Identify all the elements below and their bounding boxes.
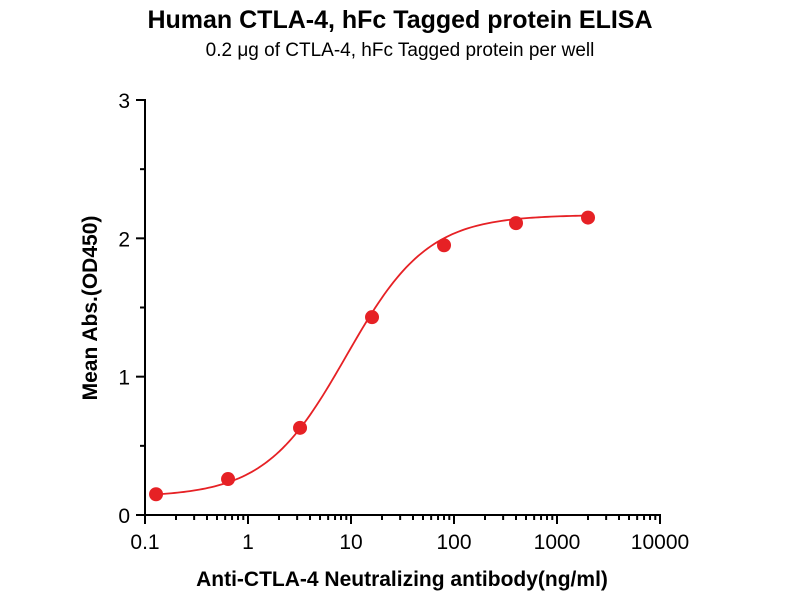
series-layer — [149, 210, 596, 502]
data-point — [149, 487, 164, 502]
y-tick-label: 0 — [118, 505, 130, 528]
data-point — [581, 210, 596, 225]
chart-subtitle: 0.2 μg of CTLA-4, hFc Tagged protein per… — [206, 40, 595, 61]
y-tick-label: 3 — [118, 90, 130, 113]
y-tick-label: 2 — [118, 228, 130, 251]
x-tick-label: 1000 — [534, 531, 581, 554]
fit-curve — [155, 214, 589, 496]
x-tick-label: 10000 — [631, 531, 689, 554]
x-tick-label: 1 — [242, 531, 254, 554]
data-point — [509, 216, 524, 231]
x-tick-label: 100 — [436, 531, 471, 554]
x-axis-label: Anti-CTLA-4 Neutralizing antibody(ng/ml) — [196, 568, 608, 591]
axes-layer: 0 1 2 3 0.1 1 10 100 1000 10000 — [118, 90, 689, 554]
data-point — [221, 472, 236, 487]
y-axis-label: Mean Abs.(OD450) — [79, 216, 102, 401]
x-tick-label: 10 — [339, 531, 362, 554]
y-tick-label: 1 — [118, 367, 130, 390]
data-point — [365, 310, 380, 325]
x-tick-label: 0.1 — [130, 531, 159, 554]
data-point — [293, 420, 308, 435]
chart-title: Human CTLA-4, hFc Tagged protein ELISA — [147, 6, 652, 34]
data-point — [437, 238, 452, 253]
